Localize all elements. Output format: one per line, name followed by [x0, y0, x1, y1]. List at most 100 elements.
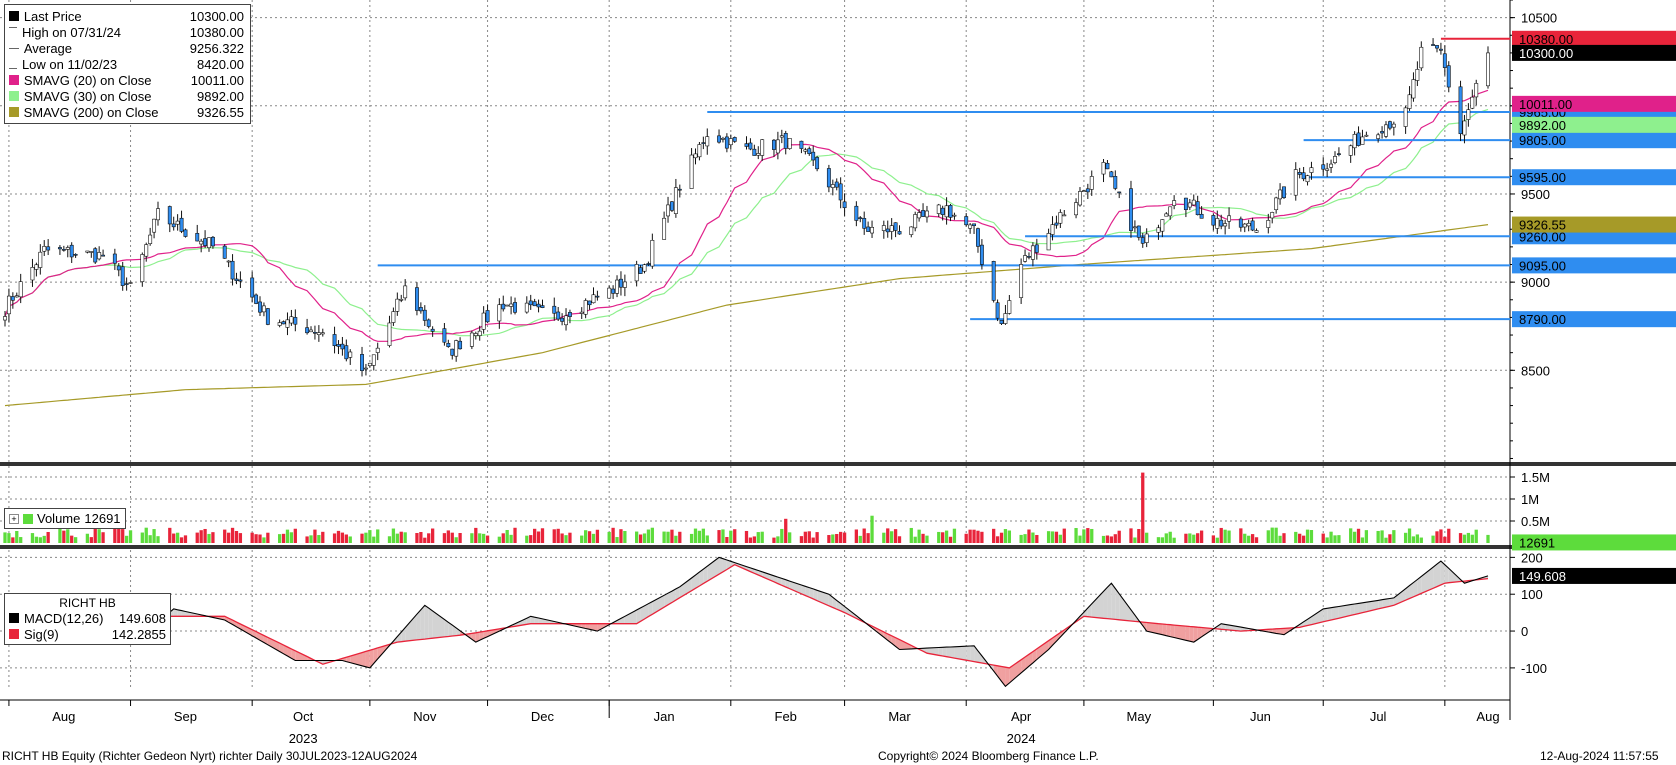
volume-bar [348, 536, 352, 543]
volume-y-tick-label: 1.5M [1521, 470, 1550, 485]
candle-body [1183, 197, 1188, 210]
black-square-icon [9, 11, 19, 21]
candle-body [485, 310, 490, 323]
macd-divergence-fill [624, 610, 637, 624]
x-tick-label: Sep [174, 709, 197, 724]
macd-divergence-fill [1166, 624, 1171, 637]
volume-bar [1403, 532, 1408, 543]
volume-bar [144, 527, 148, 543]
candle-body [1019, 264, 1024, 298]
candle-body [1348, 145, 1353, 156]
level-tag-bg [1512, 169, 1676, 186]
macd-divergence-fill [950, 646, 955, 659]
candle-body [128, 282, 133, 284]
macd-divergence-fill [263, 635, 268, 645]
macd-divergence-fill [1189, 626, 1194, 643]
macd-divergence-fill [899, 639, 912, 650]
candle-body [289, 316, 294, 324]
candle-body [1403, 107, 1408, 127]
volume-bar [46, 531, 50, 543]
sma20-tag-bg [1512, 95, 1676, 112]
macd-divergence-fill [346, 656, 351, 663]
volume-bar [501, 533, 505, 543]
volume-bar [976, 530, 980, 543]
volume-bar [387, 536, 392, 543]
candle-body [701, 142, 706, 144]
candle-body [717, 135, 721, 143]
candle-body [689, 154, 694, 189]
candle-body [254, 294, 259, 304]
candle-body [148, 234, 153, 244]
volume-bar [223, 529, 227, 543]
volume-bar [1215, 537, 1219, 543]
candle-body [1246, 222, 1251, 227]
candle-body [387, 322, 392, 346]
olive-square-icon [9, 107, 19, 117]
macd-divergence-fill [1331, 607, 1335, 620]
candle-body [442, 328, 447, 343]
volume-bar [1141, 472, 1145, 543]
candle-body [1274, 197, 1279, 211]
macd-divergence-fill [1091, 591, 1104, 619]
pink-square-icon [9, 75, 19, 85]
candle-body [73, 253, 78, 256]
volume-bar [470, 533, 474, 543]
volume-bar [646, 529, 651, 543]
candle-body [1325, 168, 1330, 171]
macd-divergence-fill [1025, 654, 1029, 670]
candle-body [305, 327, 310, 334]
candle-body [815, 157, 820, 170]
candle-body [265, 308, 270, 325]
candle-body [1058, 212, 1063, 224]
volume-bar [313, 529, 317, 543]
volume-bar [419, 532, 423, 543]
volume-bar [1443, 536, 1447, 543]
level-tag: 9805.00 [1519, 133, 1566, 148]
candle-body [203, 238, 208, 246]
candle-body [505, 304, 510, 307]
volume-bar [866, 533, 870, 543]
candle-body [642, 264, 647, 272]
candle-body [1085, 188, 1090, 193]
candle-body [1356, 132, 1361, 146]
expand-icon[interactable]: + [9, 513, 19, 524]
macd-divergence-fill [538, 618, 543, 624]
volume-bar [701, 528, 705, 543]
macd-divergence-fill [1378, 599, 1383, 609]
volume-bar [1431, 535, 1435, 543]
volume-bar [944, 530, 949, 543]
volume-bar [1447, 528, 1451, 543]
volume-bar [635, 531, 639, 543]
candle-body [870, 227, 874, 234]
candle-body [881, 225, 886, 231]
candle-body [6, 295, 11, 315]
volume-bar [1337, 535, 1341, 543]
volume-y-tick-label: 1M [1521, 492, 1539, 507]
volume-bar [1046, 531, 1051, 543]
macd-divergence-fill [1162, 624, 1167, 636]
candle-body [889, 225, 894, 232]
macd-divergence-fill [1021, 657, 1026, 673]
candle-body [234, 278, 239, 281]
candle-body [1407, 94, 1412, 109]
candle-body [1227, 215, 1232, 222]
volume-bar [893, 529, 898, 543]
macd-divergence-fill [1229, 625, 1241, 632]
macd-divergence-fill [185, 611, 198, 617]
candle-body [579, 311, 584, 314]
volume-bar [183, 535, 188, 543]
footer-center: Copyright© 2024 Bloomberg Finance L.P. [878, 749, 1099, 763]
macd-divergence-fill [777, 577, 782, 586]
level-tag: 9260.00 [1519, 229, 1566, 244]
candle-body [587, 300, 592, 306]
volume-bar [1227, 530, 1231, 543]
volume-bar [101, 532, 105, 543]
volume-bar [772, 537, 776, 543]
candle-body [1282, 186, 1286, 199]
volume-bar [784, 518, 788, 543]
volume-bar [203, 528, 207, 543]
macd-divergence-fill [1440, 561, 1445, 585]
level-tag-bg [1512, 311, 1676, 328]
volume-bar [1082, 529, 1086, 543]
candle-body [952, 214, 957, 217]
